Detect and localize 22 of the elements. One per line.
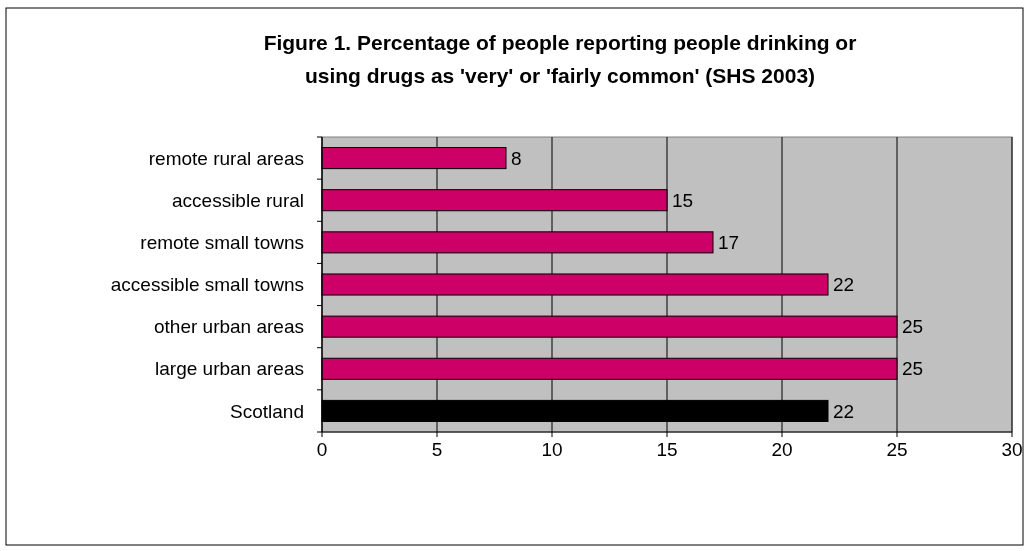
- data-label: 25: [902, 358, 924, 380]
- x-tick-label: 20: [771, 439, 793, 460]
- data-label: 15: [672, 189, 694, 211]
- y-tick-label: remote small towns: [140, 232, 304, 254]
- y-tick-label: accessible rural: [172, 189, 304, 211]
- data-label: 22: [833, 274, 855, 296]
- x-tick-label: 30: [1001, 439, 1023, 460]
- y-tick-label: Scotland: [230, 400, 304, 422]
- chart-title: Figure 1. Percentage of people reporting people drinking or using drugs as 'very' or 'fairly common' (SHS 2003): [263, 31, 857, 87]
- x-tick-label: 10: [541, 439, 563, 460]
- y-tick-label: remote rural areas: [148, 147, 304, 169]
- y-tick-label: accessible small towns: [110, 274, 304, 296]
- data-label: 8: [511, 147, 522, 169]
- data-label: 17: [718, 232, 740, 254]
- x-tick-label: 25: [886, 439, 908, 460]
- x-tick-label: 5: [431, 439, 443, 460]
- y-tick-label: large urban areas: [155, 358, 304, 380]
- data-label: 22: [833, 400, 855, 422]
- x-tick-label: 0: [316, 439, 328, 460]
- y-tick-label: other urban areas: [154, 316, 304, 338]
- data-label: 25: [902, 316, 924, 338]
- x-tick-label: 15: [656, 439, 678, 460]
